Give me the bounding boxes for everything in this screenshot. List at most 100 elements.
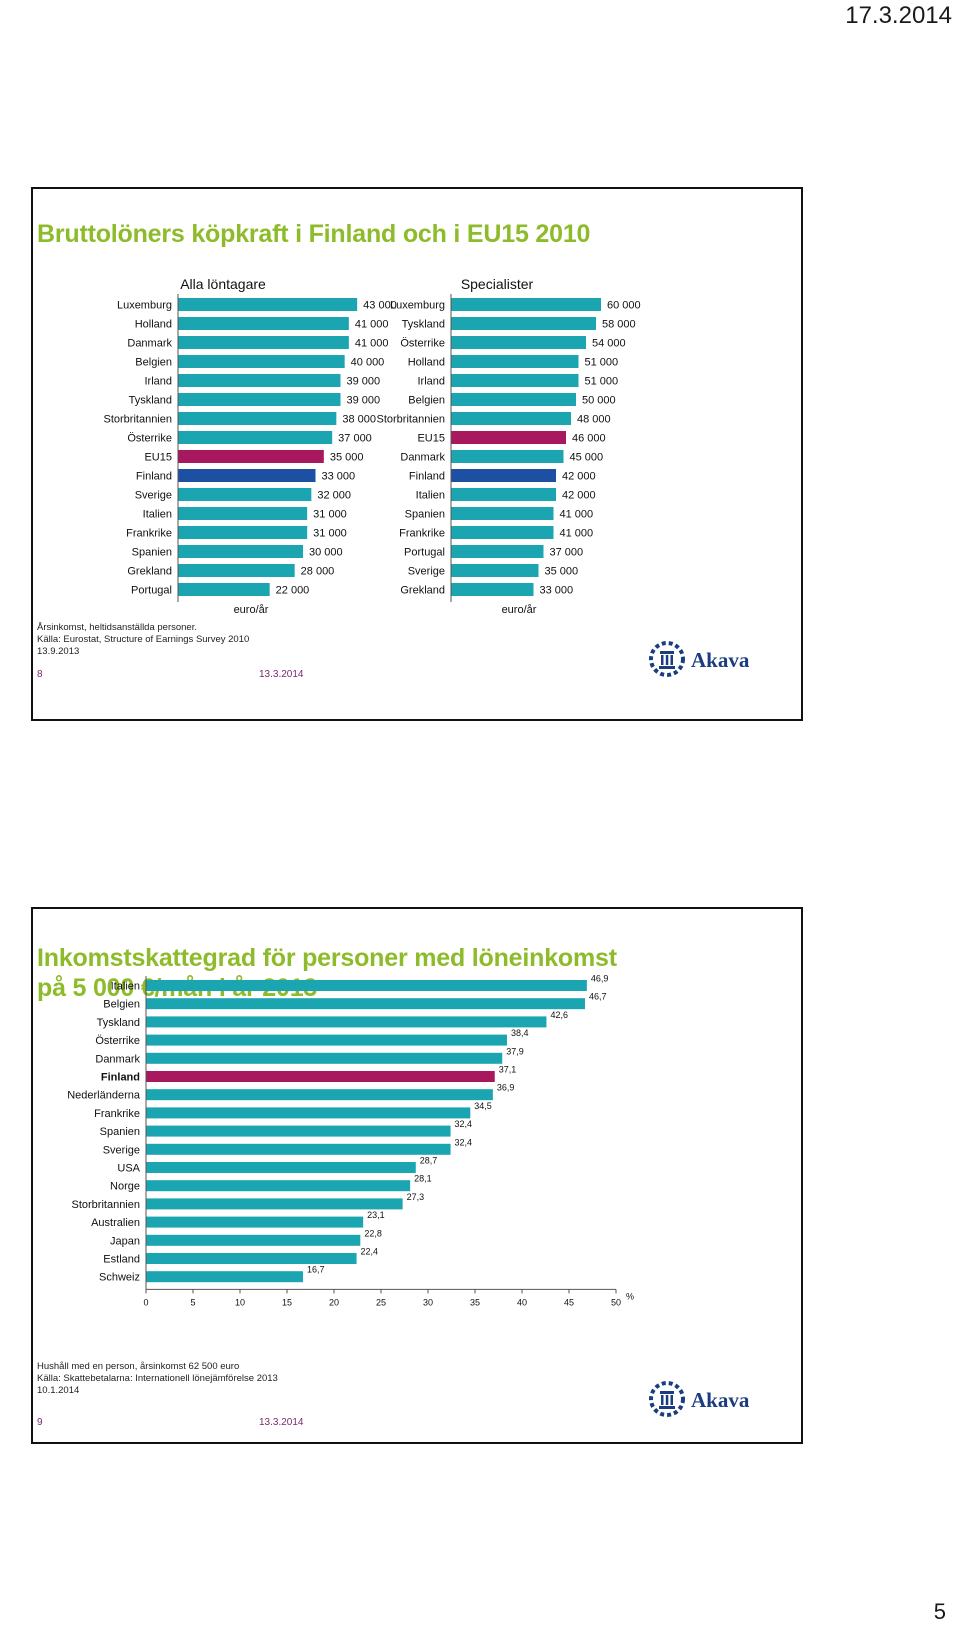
value-label: 22,8 — [364, 1228, 382, 1238]
akava-logo: Akava — [649, 641, 750, 677]
source-notes: Årsinkomst, heltidsanställda personer. K… — [37, 622, 249, 658]
category-label: Storbritannien — [72, 1199, 141, 1211]
value-label: 37,1 — [499, 1065, 517, 1075]
slide-title: Inkomstskattegrad för personer med lönei… — [37, 943, 757, 1003]
source-notes: Hushåll med en person, årsinkomst 62 500… — [37, 1361, 278, 1397]
category-label: Sverige — [103, 1144, 140, 1156]
category-label: Danmark — [127, 338, 172, 350]
bar — [451, 431, 566, 444]
bar — [178, 469, 316, 482]
chart-all-employees: Alla löntagare Luxemburg 43 000 Holland 41 0… — [104, 276, 397, 616]
value-label: 51 000 — [585, 376, 619, 388]
category-label: USA — [117, 1163, 140, 1175]
category-label: Irland — [417, 376, 445, 388]
category-label: Luxemburg — [390, 300, 445, 312]
value-label: 54 000 — [592, 338, 626, 350]
note-line: Hushåll med en person, årsinkomst 62 500… — [37, 1361, 240, 1372]
value-label: 37 000 — [550, 547, 584, 559]
value-label: 41 000 — [355, 319, 389, 331]
value-label: 38 000 — [342, 414, 376, 426]
bar — [146, 1071, 495, 1082]
value-label: 41 000 — [355, 338, 389, 350]
bar — [178, 526, 308, 539]
category-label: Grekland — [127, 566, 172, 578]
slide-title: Bruttolöners köpkraft i Finland och i EU… — [37, 220, 591, 248]
category-label: Spanien — [100, 1126, 140, 1138]
value-label: 31 000 — [313, 509, 347, 521]
category-label: Storbritannien — [104, 414, 173, 426]
category-label: Portugal — [131, 585, 172, 597]
value-label: 41 000 — [560, 528, 594, 540]
category-label: Italien — [111, 981, 140, 993]
bar — [146, 980, 587, 991]
chart-title: Specialister — [461, 276, 534, 292]
akava-logo: Akava — [649, 1381, 750, 1417]
bar — [146, 998, 585, 1010]
bar — [146, 1271, 303, 1283]
category-label: EU15 — [417, 433, 445, 445]
category-label: Belgien — [408, 395, 445, 407]
footer-date: 13.3.2014 — [259, 1417, 304, 1428]
bar — [178, 564, 295, 577]
laurel-emblem-icon — [649, 1381, 685, 1417]
bar — [146, 1162, 416, 1173]
bar — [178, 488, 312, 501]
laurel-emblem-icon — [649, 641, 685, 677]
bar — [451, 564, 539, 577]
bar — [146, 1107, 471, 1119]
bar — [178, 450, 324, 463]
x-tick-label: 50 — [611, 1297, 621, 1307]
bar — [451, 355, 579, 368]
note-line: 10.1.2014 — [37, 1385, 80, 1396]
bar — [451, 450, 564, 463]
bar — [146, 1198, 403, 1210]
category-label: Italien — [416, 490, 445, 502]
value-label: 39 000 — [347, 395, 381, 407]
bar — [451, 317, 596, 330]
bar — [178, 412, 337, 425]
value-label: 42 000 — [562, 471, 596, 483]
x-axis-unit: euro/år — [502, 604, 537, 616]
bar — [146, 1034, 507, 1046]
x-tick-label: 40 — [517, 1297, 527, 1307]
chart-tax-rate: Italien 46,9 Belgien 46,7 Tyskland 42,6 Österr… — [67, 974, 634, 1308]
bar — [146, 1125, 451, 1137]
value-label: 28,7 — [420, 1156, 438, 1166]
category-label: Portugal — [404, 547, 445, 559]
value-label: 43 000 — [363, 300, 397, 312]
chart-title: Alla löntagare — [180, 276, 266, 292]
title-line: Inkomstskattegrad för personer med lönei… — [37, 944, 617, 972]
note-line: 13.9.2013 — [37, 646, 80, 657]
category-label: Australien — [91, 1217, 140, 1229]
bar — [146, 1016, 547, 1028]
bar — [146, 1143, 451, 1155]
value-label: 33 000 — [322, 471, 356, 483]
category-label: EU15 — [144, 452, 172, 464]
category-label: Belgien — [135, 357, 172, 369]
value-label: 32,4 — [455, 1119, 473, 1129]
value-label: 50 000 — [582, 395, 616, 407]
bar — [451, 412, 571, 425]
bar — [451, 583, 534, 596]
x-tick-label: 15 — [282, 1297, 292, 1307]
value-label: 37 000 — [338, 433, 372, 445]
category-label: Österrike — [127, 433, 172, 445]
value-label: 42,6 — [550, 1010, 568, 1020]
category-label: Spanien — [132, 547, 172, 559]
x-tick-label: 20 — [329, 1297, 339, 1307]
slide-purchasing-power: Bruttolöners köpkraft i Finland och i EU… — [31, 187, 803, 721]
value-label: 35 000 — [330, 452, 364, 464]
category-label: Italien — [143, 509, 172, 521]
page-date: 17.3.2014 — [845, 2, 952, 29]
value-label: 27,3 — [407, 1192, 425, 1202]
value-label: 32,4 — [455, 1137, 473, 1147]
category-label: Finland — [101, 1072, 140, 1084]
bar — [178, 355, 345, 368]
category-label: Tyskland — [129, 395, 172, 407]
bar — [178, 507, 308, 520]
category-label: Sverige — [135, 490, 172, 502]
bar — [178, 545, 303, 558]
category-label: Holland — [408, 357, 445, 369]
category-label: Sverige — [408, 566, 445, 578]
category-label: Danmark — [400, 452, 445, 464]
